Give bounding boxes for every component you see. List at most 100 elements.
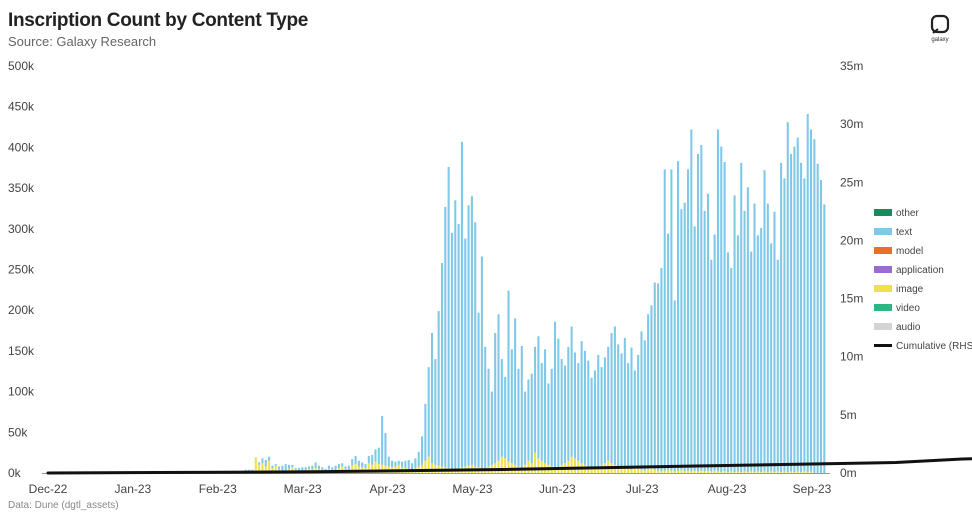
bar-text xyxy=(627,363,630,469)
bar-image xyxy=(796,471,799,473)
bar-text xyxy=(633,370,636,469)
bar-text xyxy=(440,262,444,467)
bar-image xyxy=(527,460,530,473)
cumulative-line xyxy=(46,457,972,475)
bar-layer xyxy=(234,114,826,473)
bar-image xyxy=(268,460,271,473)
bar-text xyxy=(587,360,590,467)
bar-text xyxy=(800,162,803,473)
bar-text xyxy=(271,465,274,469)
bar-text xyxy=(736,235,739,472)
y-right-tick-label: 35m xyxy=(840,59,863,73)
bar-image xyxy=(790,471,793,473)
legend-swatch xyxy=(874,228,892,235)
bar-image xyxy=(746,472,749,473)
bar-image xyxy=(553,468,557,473)
bar-text xyxy=(790,153,793,472)
bar-text xyxy=(258,462,261,465)
bar-text xyxy=(796,137,799,472)
bar-text xyxy=(637,354,640,469)
bar-text xyxy=(620,353,623,468)
bar-text xyxy=(593,370,596,469)
bar-text xyxy=(823,204,826,473)
bar-image xyxy=(786,472,789,473)
bar-text xyxy=(278,466,281,470)
bar-image xyxy=(254,458,257,473)
chart-title: Inscription Count by Content Type xyxy=(8,10,308,31)
bar-image xyxy=(806,472,809,473)
bar-text xyxy=(470,196,473,465)
bar-text xyxy=(617,344,620,467)
bar-image xyxy=(617,466,620,473)
bar-image xyxy=(667,469,670,473)
bar-image xyxy=(693,470,696,473)
y-left-tick-label: 200k xyxy=(8,303,35,317)
bar-text xyxy=(341,463,344,467)
bar-image xyxy=(783,471,786,473)
bar-text xyxy=(623,337,626,469)
bar-text xyxy=(460,141,463,468)
x-tick-label: Feb-23 xyxy=(199,482,237,496)
bar-text xyxy=(454,200,457,469)
x-tick-label: Dec-22 xyxy=(29,482,68,496)
bar-text xyxy=(281,465,284,471)
bar-image xyxy=(760,472,763,473)
bar-text xyxy=(663,169,666,471)
bar-image xyxy=(740,472,743,473)
bar-text xyxy=(288,464,291,469)
bar-text xyxy=(524,391,527,465)
bar-text xyxy=(427,367,430,457)
bar-text xyxy=(760,227,763,473)
bar-text xyxy=(394,461,397,467)
bar-text xyxy=(401,461,404,468)
chart-subtitle: Source: Galaxy Research xyxy=(8,34,156,49)
bar-image xyxy=(753,472,756,473)
galaxy-logo-icon xyxy=(930,14,950,34)
bar-text xyxy=(334,465,337,471)
bar-image xyxy=(720,472,723,473)
bar-image xyxy=(374,461,377,473)
bar-image xyxy=(570,456,573,473)
bar-image xyxy=(424,460,427,473)
bar-text xyxy=(464,238,467,467)
bar-image xyxy=(710,471,713,473)
galaxy-logo-mark xyxy=(932,28,939,34)
y-left-tick-label: 500k xyxy=(8,59,35,73)
bar-text xyxy=(776,259,779,472)
bar-image xyxy=(716,471,719,473)
bar-text xyxy=(314,462,317,469)
bar-text xyxy=(381,416,384,465)
bar-text xyxy=(793,146,796,473)
bar-text xyxy=(567,346,570,461)
y-left-tick-label: 300k xyxy=(8,222,35,236)
bar-text xyxy=(770,243,773,472)
galaxy-brand-text: galaxy xyxy=(931,37,948,43)
y-right-tick-label: 30m xyxy=(840,117,863,131)
bar-image xyxy=(743,471,746,473)
bar-image xyxy=(261,463,264,473)
bar-text xyxy=(696,153,700,472)
bar-text xyxy=(667,233,670,470)
bar-image xyxy=(800,472,803,473)
bar-text xyxy=(550,368,553,467)
bar-text xyxy=(474,222,477,467)
bar-image xyxy=(663,470,666,473)
bar-text xyxy=(387,456,390,467)
y-right-tick-label: 10m xyxy=(840,350,863,364)
bar-image xyxy=(597,468,600,473)
chart-footnote: Data: Dune (dgtl_assets) xyxy=(8,500,119,511)
bar-text xyxy=(763,170,766,472)
x-tick-label: Mar-23 xyxy=(284,482,322,496)
bar-image xyxy=(770,471,773,473)
bar-text xyxy=(304,467,307,471)
x-tick-label: Jul-23 xyxy=(626,482,659,496)
bar-image xyxy=(367,463,370,473)
bar-text xyxy=(677,161,680,471)
bar-text xyxy=(680,209,683,470)
bar-image xyxy=(713,470,716,473)
bar-text xyxy=(726,252,729,473)
bar-image xyxy=(430,463,434,473)
bar-text xyxy=(484,346,487,469)
bar-text xyxy=(357,460,360,467)
